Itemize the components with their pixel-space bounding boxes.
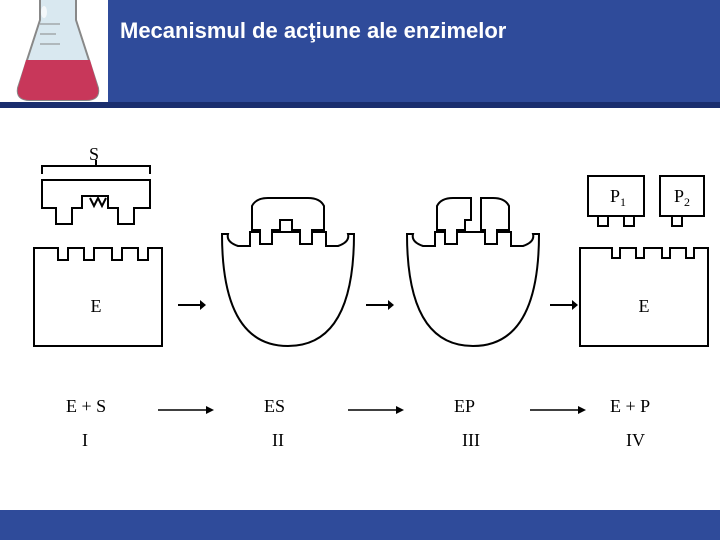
enzyme-label: E <box>91 296 102 316</box>
slide-footer <box>0 510 720 540</box>
arrow-icon <box>158 404 214 416</box>
stage-3 <box>395 146 550 376</box>
arrow-icon <box>348 404 404 416</box>
enzyme-label-4: E <box>639 296 650 316</box>
flask-illustration <box>0 0 108 108</box>
enzyme-diagram: S E <box>0 118 720 468</box>
eq-term-3: EP <box>454 396 475 417</box>
roman-row: I II III IV <box>0 430 720 454</box>
header-underline <box>0 102 720 108</box>
arrow-icon <box>530 404 586 416</box>
slide-header: Mecanismul de acţiune ale enzimelor <box>0 0 720 108</box>
roman-1: I <box>82 430 88 451</box>
roman-2: II <box>272 430 284 451</box>
arrow-icon <box>550 298 578 312</box>
arrow-icon <box>178 298 206 312</box>
roman-3: III <box>462 430 480 451</box>
stage-2 <box>210 146 365 376</box>
stage-4: P1 P2 E <box>574 146 714 376</box>
stage-1: S E <box>22 146 172 376</box>
eq-term-2: ES <box>264 396 285 417</box>
eq-term-4: E + P <box>610 396 650 417</box>
eq-term-1: E + S <box>66 396 106 417</box>
arrow-icon <box>366 298 394 312</box>
roman-4: IV <box>626 430 645 451</box>
slide-title: Mecanismul de acţiune ale enzimelor <box>120 18 506 44</box>
slide: Mecanismul de acţiune ale enzimelor S E <box>0 0 720 540</box>
substrate-label: S <box>89 146 99 164</box>
